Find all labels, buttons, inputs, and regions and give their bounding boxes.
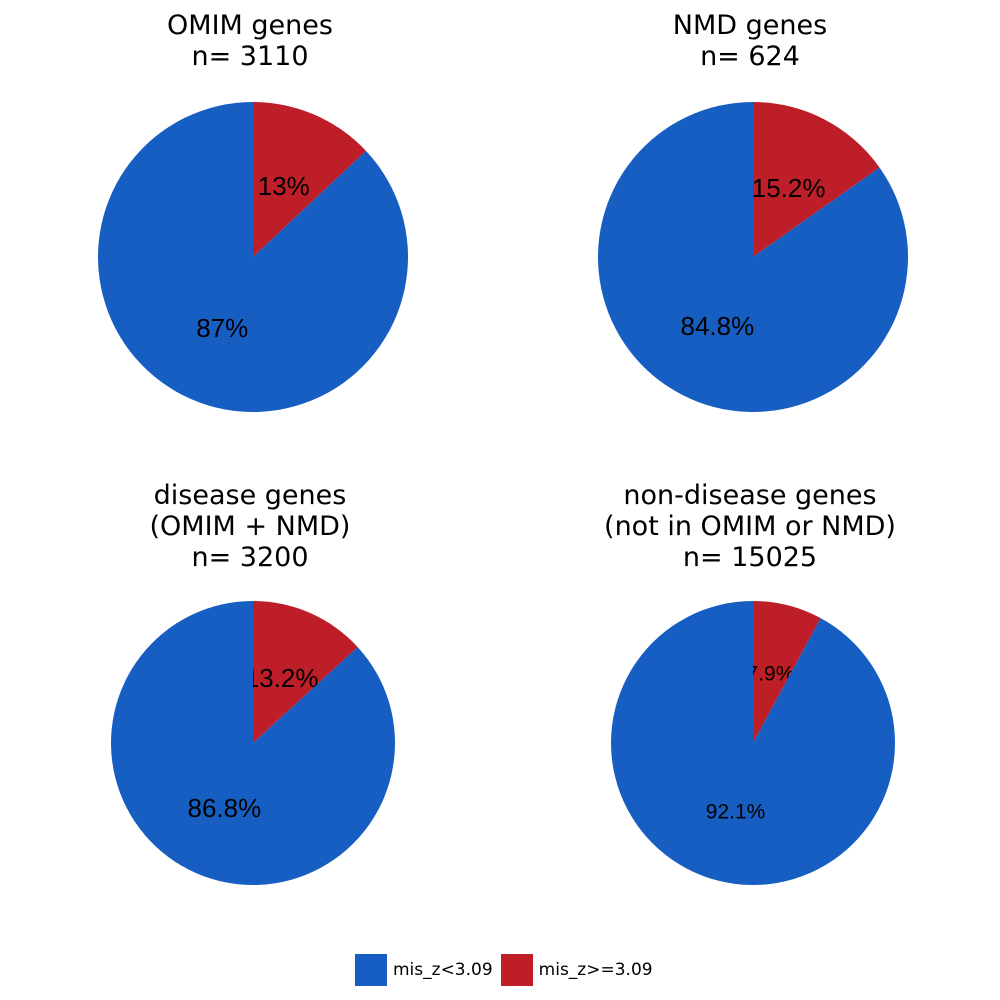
pie-chart-3: 13.2% 86.8% — [111, 601, 396, 885]
pie-chart-4: 7.9% 92.1% — [611, 601, 895, 885]
chart-title-line: n= 624 — [700, 41, 800, 72]
pie-slice-high — [753, 102, 880, 257]
pie-slice-low — [97, 102, 408, 412]
chart-title-line: disease genes — [153, 480, 347, 511]
chart-title-2: NMD genes n= 624 — [500, 10, 1000, 72]
legend-label-low: mis_z<3.09 — [393, 960, 493, 980]
chart-title-line: (not in OMIM or NMD) — [604, 511, 896, 542]
chart-title-4: non-disease genes (not in OMIM or NMD) n= … — [500, 480, 1000, 573]
pie-slice-label: 92.1% — [706, 800, 766, 823]
chart-title-line: n= 3200 — [191, 542, 309, 573]
legend-label-high: mis_z>=3.09 — [538, 960, 653, 980]
pie-slice-label: 13% — [258, 171, 310, 201]
pie-slice-label: 87% — [196, 313, 248, 343]
legend-item-high: mis_z>=3.09 — [500, 954, 653, 986]
legend-swatch-high — [500, 954, 533, 986]
pie-slice-low — [111, 601, 396, 885]
pie-slice-label: 13.2% — [245, 663, 319, 693]
pie-slice-low — [611, 601, 895, 885]
chart-title-line: n= 15025 — [682, 542, 818, 573]
legend-swatch-low — [355, 954, 387, 986]
chart-title-line: OMIM genes — [167, 10, 333, 41]
pie-slice-label: 7.9% — [747, 663, 795, 686]
pie-slice-label: 86.8% — [188, 793, 262, 823]
pie-slice-label: 84.8% — [681, 311, 755, 341]
pie-slice-high — [753, 601, 821, 743]
chart-title-line: n= 3110 — [191, 41, 309, 72]
legend-item-low: mis_z<3.09 — [355, 954, 493, 986]
pie-slice-low — [598, 102, 908, 412]
legend: mis_z<3.09 mis_z>=3.09 — [355, 953, 661, 987]
chart-title-line: NMD genes — [672, 10, 828, 41]
pie-slice-high — [253, 102, 366, 257]
pie-chart-2: 15.2% 84.8% — [598, 102, 908, 412]
pie-slice-label: 15.2% — [752, 173, 826, 203]
pie-slice-high — [253, 601, 358, 743]
chart-title-line: (OMIM + NMD) — [149, 511, 351, 542]
chart-title-line: non-disease genes — [623, 480, 877, 511]
chart-title-3: disease genes (OMIM + NMD) n= 3200 — [0, 480, 500, 573]
pie-chart-1: 13% 87% — [97, 102, 408, 412]
chart-title-1: OMIM genes n= 3110 — [0, 10, 500, 72]
